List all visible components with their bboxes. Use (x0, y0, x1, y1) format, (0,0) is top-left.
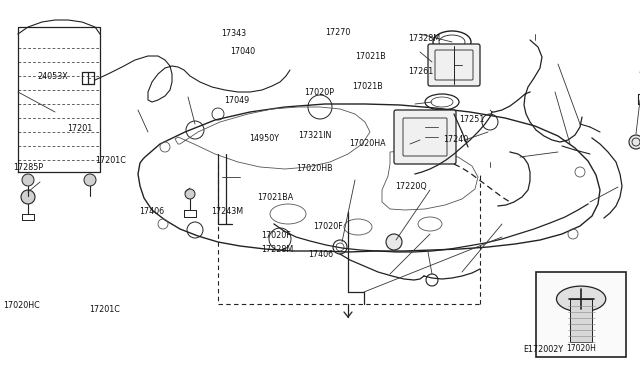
Circle shape (22, 174, 34, 186)
Circle shape (386, 234, 402, 250)
Bar (536, 272, 626, 357)
Text: 17049: 17049 (224, 96, 249, 105)
Text: 17201C: 17201C (90, 305, 120, 314)
Text: 17020H: 17020H (566, 344, 596, 353)
Text: E172002Y: E172002Y (524, 345, 564, 354)
Text: 17201C: 17201C (95, 156, 125, 165)
Circle shape (185, 189, 195, 199)
Text: 17020HA: 17020HA (349, 139, 385, 148)
Circle shape (21, 190, 35, 204)
Circle shape (84, 174, 96, 186)
Text: 17021B: 17021B (355, 52, 386, 61)
Text: 17020HB: 17020HB (296, 164, 332, 173)
Text: 17243M: 17243M (211, 207, 243, 216)
FancyBboxPatch shape (394, 110, 456, 164)
Text: 17406: 17406 (308, 250, 333, 259)
Text: 17040: 17040 (230, 47, 255, 56)
Text: 17201: 17201 (67, 124, 92, 133)
Ellipse shape (556, 286, 605, 312)
Bar (570, 299, 592, 342)
Text: 17021BA: 17021BA (257, 193, 294, 202)
Text: 24053X: 24053X (37, 72, 68, 81)
Text: 17343: 17343 (221, 29, 246, 38)
Text: 17020F: 17020F (314, 222, 343, 231)
Text: 17020P: 17020P (305, 88, 335, 97)
Text: 14950Y: 14950Y (250, 134, 280, 143)
Text: 17251: 17251 (460, 115, 485, 124)
Text: 17220Q: 17220Q (396, 182, 428, 191)
Text: 17021B: 17021B (352, 82, 383, 91)
Circle shape (629, 135, 640, 149)
Text: 17406: 17406 (140, 207, 164, 216)
Text: 17020HC: 17020HC (3, 301, 40, 310)
Text: 17228M: 17228M (261, 246, 293, 254)
Text: 17270: 17270 (325, 28, 351, 37)
Text: 17285P: 17285P (13, 163, 43, 172)
Text: 17321IN: 17321IN (298, 131, 332, 140)
Text: 17240: 17240 (443, 135, 468, 144)
Text: 17328M: 17328M (408, 34, 440, 43)
Text: 17020F: 17020F (261, 231, 291, 240)
Text: 17261: 17261 (408, 67, 433, 76)
FancyBboxPatch shape (428, 44, 480, 86)
